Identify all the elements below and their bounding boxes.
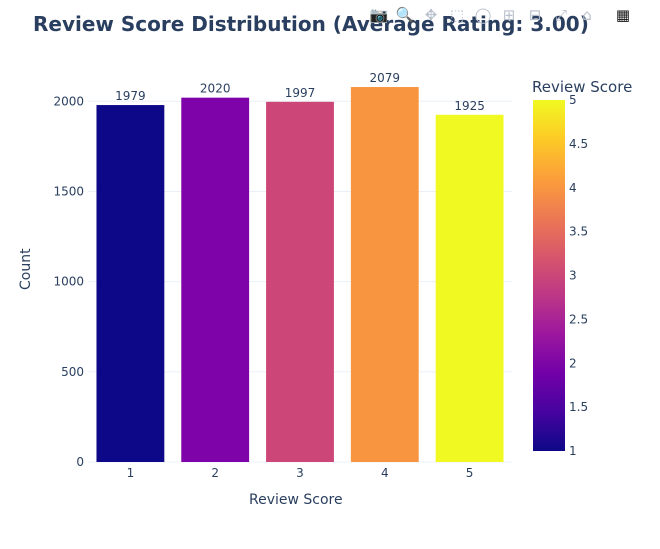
x-tick-label: 2 bbox=[211, 466, 219, 480]
colorbar-tick-label: 3.5 bbox=[569, 225, 588, 239]
colorbar-tick-label: 1 bbox=[569, 444, 577, 458]
colorbar-title: Review Score bbox=[532, 78, 633, 96]
bar bbox=[435, 114, 504, 462]
chart-title: Review Score Distribution (Average Ratin… bbox=[33, 12, 589, 36]
colorbar-tick-label: 2.5 bbox=[569, 312, 588, 326]
pan-icon[interactable]: ✥ bbox=[424, 6, 438, 24]
colorbar-tick-label: 4.5 bbox=[569, 137, 588, 151]
colorbar-tick-label: 1.5 bbox=[569, 400, 588, 414]
data-label: 2020 bbox=[200, 82, 231, 96]
y-tick-label: 500 bbox=[61, 365, 84, 379]
x-axis-title: Review Score bbox=[249, 492, 343, 508]
autoscale-icon[interactable]: ⤢ bbox=[554, 6, 567, 24]
y-tick-label: 2000 bbox=[53, 94, 84, 108]
y-tick-label: 1000 bbox=[53, 275, 84, 289]
data-label: 1997 bbox=[285, 86, 316, 100]
bar bbox=[96, 105, 165, 463]
modebar: 📷 🔍 ✥ ⬚ ◯ ⊞ ⊟ ⤢ ⌂ ▦ bbox=[368, 4, 634, 26]
data-label: 1979 bbox=[115, 89, 146, 103]
x-tick-label: 3 bbox=[296, 466, 304, 480]
camera-icon[interactable]: 📷 bbox=[369, 6, 389, 24]
zoom-in-icon[interactable]: ⊞ bbox=[502, 6, 516, 24]
home-icon[interactable]: ⌂ bbox=[582, 6, 592, 24]
bar bbox=[266, 101, 334, 463]
zoom-out-icon[interactable]: ⊟ bbox=[528, 6, 542, 24]
lasso-icon[interactable]: ◯ bbox=[474, 6, 492, 24]
bar bbox=[181, 97, 250, 462]
colorbar-tick-label: 3 bbox=[569, 269, 577, 283]
zoom-icon[interactable]: 🔍 bbox=[395, 6, 415, 24]
data-label: 1925 bbox=[454, 99, 485, 113]
x-tick-label: 1 bbox=[127, 466, 135, 480]
box-select-icon[interactable]: ⬚ bbox=[449, 6, 465, 24]
colorbar-tick-label: 5 bbox=[569, 93, 577, 107]
x-tick-label: 5 bbox=[466, 466, 474, 480]
colorbar bbox=[533, 100, 565, 451]
y-tick-label: 0 bbox=[76, 455, 84, 469]
data-label: 2079 bbox=[370, 71, 401, 85]
y-tick-label: 1500 bbox=[53, 184, 84, 198]
y-axis-title: Count bbox=[18, 248, 34, 290]
bar bbox=[350, 87, 419, 463]
colorbar-tick-label: 4 bbox=[569, 181, 577, 195]
colorbar-tick-label: 2 bbox=[569, 356, 577, 370]
plotly-logo-icon[interactable]: ▦ bbox=[615, 6, 631, 24]
x-tick-label: 4 bbox=[381, 466, 389, 480]
